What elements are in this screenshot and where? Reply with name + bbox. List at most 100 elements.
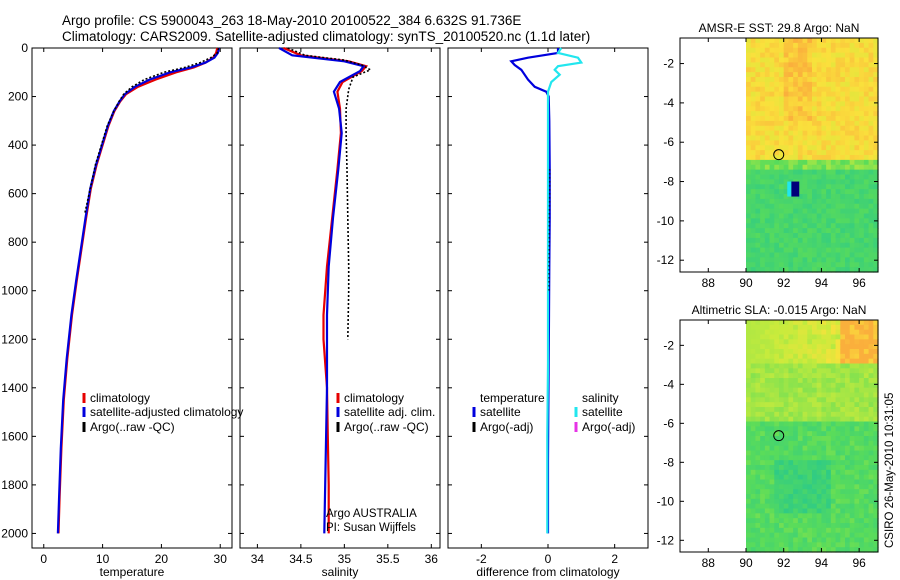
sst-cell (797, 86, 804, 93)
sst-cell (873, 140, 879, 146)
sst-cell (835, 198, 841, 205)
sla-cell (807, 508, 813, 514)
sla-cell (783, 339, 790, 345)
sst-cell (830, 140, 837, 146)
sst-cell (849, 52, 856, 59)
sst-cell (816, 233, 823, 239)
sst-cell (746, 47, 752, 54)
sst-cell (783, 203, 790, 210)
sst-cell (863, 184, 870, 190)
sla-cell (812, 407, 818, 413)
sla-cell (840, 508, 846, 514)
sla-cell (760, 479, 766, 485)
sst-cell (774, 38, 780, 44)
sst-cell (764, 135, 771, 141)
sla-cell (793, 460, 799, 466)
sla-cell (816, 518, 823, 524)
sla-cell (793, 513, 799, 519)
sla-cell (830, 397, 837, 403)
sla-cell (760, 358, 766, 365)
sst-cell (807, 145, 813, 151)
sla-cell (854, 407, 860, 413)
sla-cell (840, 320, 846, 326)
sst-cell (797, 67, 804, 73)
sla-cell (873, 334, 879, 340)
sla-cell (840, 378, 846, 384)
sla-cell (807, 329, 813, 336)
sst-cell (760, 135, 766, 141)
sst-cell (863, 91, 870, 98)
sst-cell (779, 155, 785, 161)
sst-cell (746, 198, 752, 205)
sla-cell (849, 368, 856, 374)
sst-cell (863, 169, 870, 176)
sst-cell (845, 120, 851, 127)
sst-cell (797, 262, 804, 268)
sla-cell (859, 479, 865, 485)
sst-cell (835, 213, 841, 219)
sst-cell (830, 125, 837, 132)
sst-cell (873, 130, 879, 137)
sst-cell (788, 169, 794, 176)
sst-cell (854, 247, 860, 254)
sst-cell (783, 96, 790, 102)
sst-cell (764, 77, 771, 83)
sla-cell (783, 479, 790, 485)
sst-cell (840, 120, 846, 127)
sla-cell (788, 382, 794, 389)
sst-cell (840, 184, 846, 190)
sst-cell (783, 198, 790, 205)
sst-cell (859, 96, 865, 102)
sla-cell (863, 397, 870, 403)
sst-cell (816, 252, 823, 258)
sst-cell (755, 257, 761, 263)
sst-cell (859, 140, 865, 146)
sst-cell (835, 91, 841, 98)
sst-cell (835, 228, 841, 234)
sla-cell (812, 436, 818, 442)
sst-cell (797, 47, 804, 54)
sst-cell (802, 267, 808, 273)
sst-cell (849, 247, 856, 254)
sst-cell (830, 237, 837, 244)
sla-cell (859, 397, 865, 403)
sla-cell (769, 523, 775, 529)
sst-cell (779, 237, 785, 244)
sst-cell (750, 38, 757, 44)
sst-cell (873, 145, 879, 151)
sst-cell (826, 247, 832, 254)
sst-cell (755, 135, 761, 141)
sst-cell (764, 106, 771, 112)
sst-cell (845, 164, 851, 171)
sst-cell (760, 164, 766, 171)
sla-cell (849, 479, 856, 485)
sla-cell (835, 445, 841, 452)
sla-cell (873, 518, 879, 524)
sla-cell (821, 479, 827, 485)
sst-cell (835, 111, 841, 117)
sst-cell (845, 77, 851, 83)
sla-cell (840, 479, 846, 485)
difference-legend-sal-satellite: satellite (582, 405, 623, 419)
sla-cell (849, 508, 856, 514)
sst-cell (868, 189, 874, 195)
sst-cell (845, 218, 851, 224)
sla-cell (812, 503, 818, 510)
sst-cell (755, 47, 761, 54)
sst-cell (802, 91, 808, 98)
sst-cell (830, 101, 837, 107)
sst-cell (873, 47, 879, 54)
sla-cell (746, 353, 752, 360)
sst-cell (873, 189, 879, 195)
sla-cell (812, 508, 818, 514)
sla-cell (779, 513, 785, 519)
sla-cell (760, 387, 766, 394)
sla-cell (830, 465, 837, 471)
sla-cell (845, 421, 851, 427)
sla-cell (863, 465, 870, 471)
sst-cell (840, 57, 846, 63)
sla-cell (835, 489, 841, 495)
sst-cell (755, 42, 761, 49)
sla-cell (868, 334, 874, 340)
sst-cell (812, 233, 818, 239)
